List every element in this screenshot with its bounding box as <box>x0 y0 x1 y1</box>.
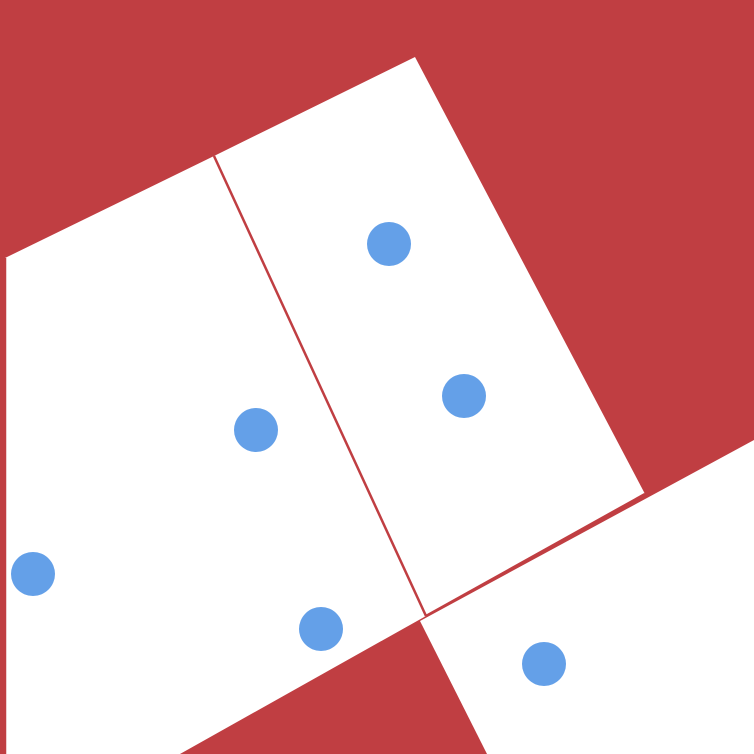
divider-left-center <box>212 155 428 617</box>
divider-center-bottom <box>425 492 646 618</box>
token-dot[interactable] <box>11 552 55 596</box>
token-dot[interactable] <box>367 222 411 266</box>
token-dot[interactable] <box>442 374 486 418</box>
panel-left[interactable] <box>5 156 426 754</box>
panel-center[interactable] <box>214 57 645 616</box>
panel-bottom-right[interactable] <box>420 440 754 754</box>
token-dot[interactable] <box>299 607 343 651</box>
token-dot[interactable] <box>234 408 278 452</box>
token-dot[interactable] <box>522 642 566 686</box>
